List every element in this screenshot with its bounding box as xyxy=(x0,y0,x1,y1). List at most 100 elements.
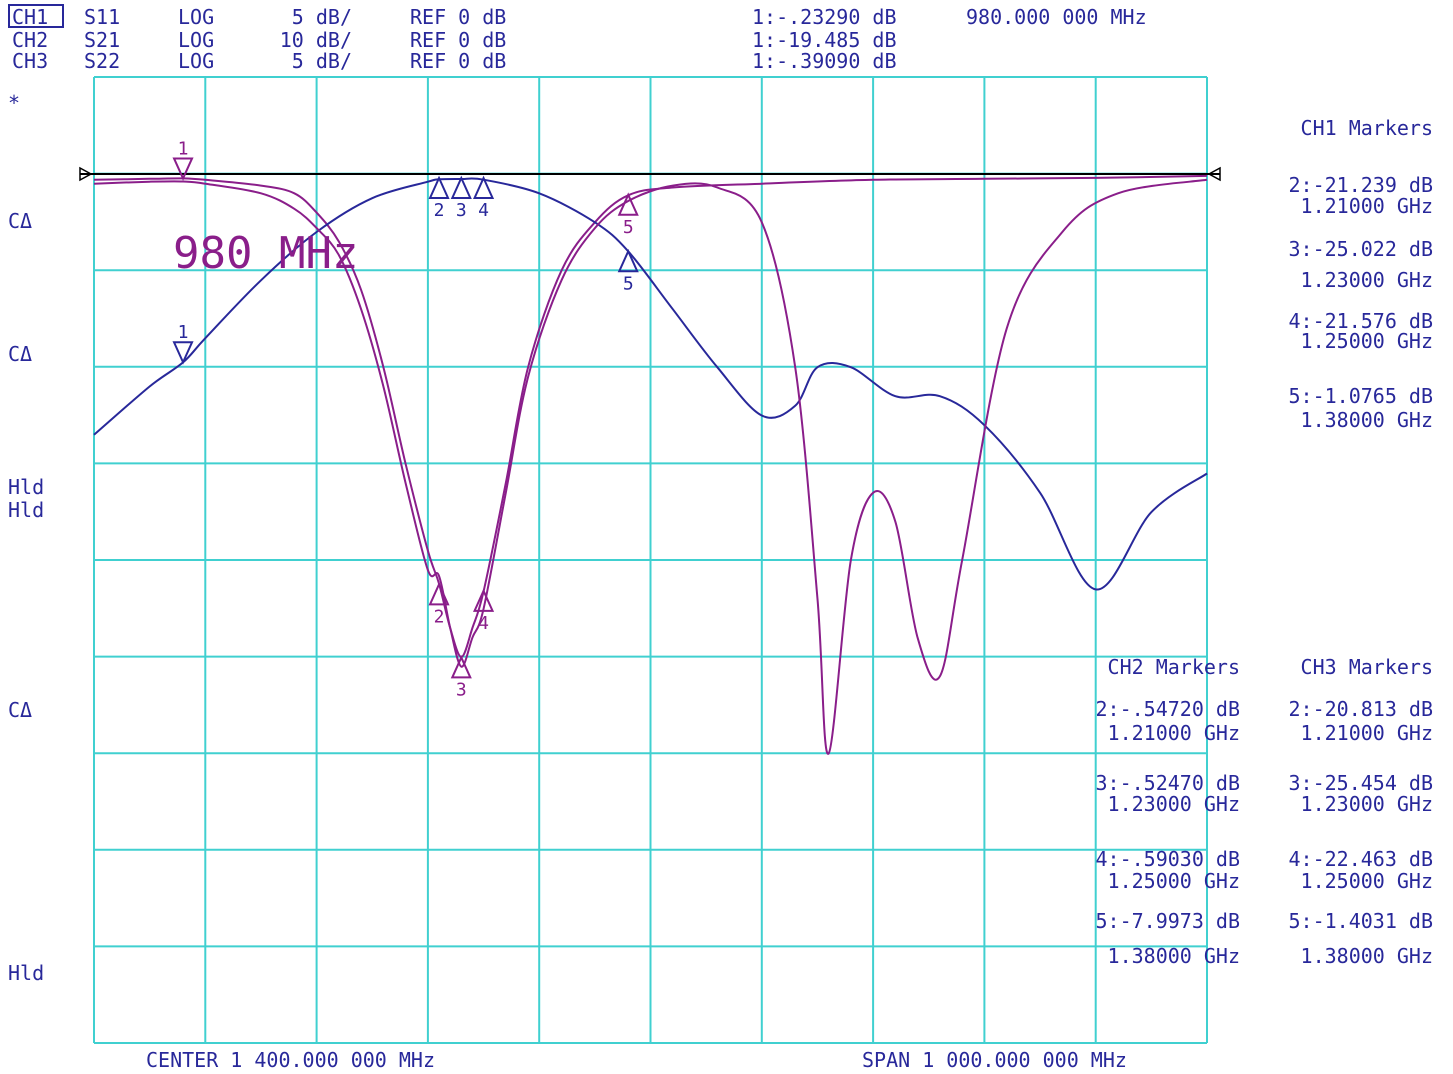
ch3-param: S22 xyxy=(84,49,120,73)
ch2-marker4-freq: 1.25000 GHz xyxy=(1108,869,1240,893)
marker-5-ch2-number: 5 xyxy=(623,273,634,294)
left-reference-arrow xyxy=(79,166,93,182)
ch3-marker3-freq: 1.23000 GHz xyxy=(1301,792,1433,816)
ch2-ref: REF 0 dB xyxy=(410,28,506,52)
frequency-annotation: 980 MHz xyxy=(173,228,358,279)
marker-3-ch2-triangle xyxy=(450,175,472,199)
marker-2-ch1-triangle xyxy=(428,581,450,606)
marker-1-ch1: 1 xyxy=(172,138,194,181)
marker-1-ch2: 1 xyxy=(172,322,194,365)
marker-4-ch2: 4 xyxy=(473,175,495,221)
left-annotations: * CΔ CΔ Hld Hld CΔ Hld xyxy=(8,91,44,985)
marker-2-ch2-triangle xyxy=(428,175,450,199)
marker-2-ch1: 2 xyxy=(428,581,450,627)
marker-3-ch1: 3 xyxy=(450,654,472,700)
footer: CENTER 1 400.000 000 MHz SPAN 1 000.000 … xyxy=(146,1048,1127,1072)
marker-4-ch1: 4 xyxy=(473,588,495,634)
marker-2-ch2-number: 2 xyxy=(434,200,445,221)
hld-annotation-2: Hld xyxy=(8,498,44,522)
ca-annotation-1: CΔ xyxy=(8,209,32,233)
ch2-param: S21 xyxy=(84,28,120,52)
active-channel-box xyxy=(8,4,64,28)
ch3-marker5-value: 5:-1.4031 dB xyxy=(1289,909,1434,933)
reference-line xyxy=(79,166,1221,182)
traces xyxy=(93,174,1208,755)
hld-annotation-1: Hld xyxy=(8,475,44,499)
marker-5-ch2: 5 xyxy=(617,248,639,294)
marker-4-ch1-triangle xyxy=(473,588,495,612)
ch2-markers-panel: CH2 Markers 2:-.54720 dB 1.21000 GHz 3:-… xyxy=(1096,655,1241,968)
ch1-marker4-freq: 1.25000 GHz xyxy=(1301,329,1433,353)
ch2-marker4-value: 4:-.59030 dB xyxy=(1096,847,1241,871)
ch3-ref: REF 0 dB xyxy=(410,49,506,73)
marker-5-ch1: 5 xyxy=(617,192,639,238)
ch1-markers-panel: CH1 Markers 2:-21.239 dB 1.21000 GHz 3:-… xyxy=(1289,116,1434,432)
ch2-marker3-value: 3:-.52470 dB xyxy=(1096,771,1241,795)
marker-5-ch1-triangle xyxy=(617,192,639,216)
ch3-scale: 5 dB/ xyxy=(292,49,352,73)
marker-3-ch1-number: 3 xyxy=(456,679,467,700)
ch2-scale: 10 dB/ xyxy=(280,28,352,52)
marker-1-ch2-triangle xyxy=(172,341,194,365)
trace-s21 xyxy=(93,177,1208,591)
trace-s22 xyxy=(93,178,1208,755)
ch3-marker2-value: 2:-20.813 dB xyxy=(1289,697,1434,721)
marker-4-ch2-triangle xyxy=(473,175,495,199)
ch3-markers-title: CH3 Markers xyxy=(1301,655,1433,679)
right-reference-arrow xyxy=(1207,166,1221,182)
ch3-marker4-value: 4:-22.463 dB xyxy=(1289,847,1434,871)
ch3-marker-readout: 1:-.39090 dB xyxy=(752,49,897,73)
ch1-marker2-freq: 1.21000 GHz xyxy=(1301,194,1433,218)
marker-1-ch2-number: 1 xyxy=(178,322,189,343)
ch1-marker3-freq: 1.23000 GHz xyxy=(1301,268,1433,292)
ch2-marker5-value: 5:-7.9973 dB xyxy=(1096,909,1241,933)
marker-3-ch1-triangle xyxy=(450,654,472,679)
ch1-marker3-value: 3:-25.022 dB xyxy=(1289,237,1434,261)
ch3-format: LOG xyxy=(178,49,214,73)
ch2-marker-readout: 1:-19.485 dB xyxy=(752,28,897,52)
ch3-marker4-freq: 1.25000 GHz xyxy=(1301,869,1433,893)
ch1-param: S11 xyxy=(84,5,120,29)
ch1-marker-readout: 1:-.23290 dB xyxy=(752,5,897,29)
center-frequency: CENTER 1 400.000 000 MHz xyxy=(146,1048,435,1072)
ch1-marker4-value: 4:-21.576 dB xyxy=(1289,309,1434,333)
span-frequency: SPAN 1 000.000 000 MHz xyxy=(862,1048,1127,1072)
header: CH1 S11 LOG 5 dB/ REF 0 dB 1:-.23290 dB … xyxy=(8,4,1147,73)
marker-4-ch1-number: 4 xyxy=(478,613,489,634)
marker-4-ch2-number: 4 xyxy=(478,200,489,221)
ch1-marker5-freq: 1.38000 GHz xyxy=(1301,408,1433,432)
marker-1-ch1-triangle xyxy=(172,157,194,181)
ch3-marker3-value: 3:-25.454 dB xyxy=(1289,771,1434,795)
ch1-ref: REF 0 dB xyxy=(410,5,506,29)
plot-grid xyxy=(93,76,1208,1044)
marker-5-ch2-triangle xyxy=(617,248,639,273)
ch2-markers-title: CH2 Markers xyxy=(1108,655,1240,679)
ch2-label: CH2 xyxy=(12,28,48,52)
ch2-marker3-freq: 1.23000 GHz xyxy=(1108,792,1240,816)
ch1-label: CH1 xyxy=(12,5,48,29)
marker-1-ch1-number: 1 xyxy=(178,138,189,159)
ch1-scale: 5 dB/ xyxy=(292,5,352,29)
ca-annotation-3: CΔ xyxy=(8,698,32,722)
ch2-marker2-value: 2:-.54720 dB xyxy=(1096,697,1241,721)
ch2-marker2-freq: 1.21000 GHz xyxy=(1108,721,1240,745)
marker-3-ch2-number: 3 xyxy=(456,200,467,221)
ch2-marker5-freq: 1.38000 GHz xyxy=(1108,944,1240,968)
marker-5-ch1-number: 5 xyxy=(623,217,634,238)
ch3-markers-panel: CH3 Markers 2:-20.813 dB 1.21000 GHz 3:-… xyxy=(1289,655,1434,968)
ch1-markers-title: CH1 Markers xyxy=(1301,116,1433,140)
ca-annotation-2: CΔ xyxy=(8,342,32,366)
ch3-label: CH3 xyxy=(12,49,48,73)
star-annotation: * xyxy=(8,91,20,115)
marker-2-ch1-number: 2 xyxy=(434,606,445,627)
ch1-format: LOG xyxy=(178,5,214,29)
ch2-format: LOG xyxy=(178,28,214,52)
trace-s11 xyxy=(93,174,1208,659)
ch1-marker5-value: 5:-1.0765 dB xyxy=(1289,384,1434,408)
marker1-frequency: 980.000 000 MHz xyxy=(966,5,1147,29)
ch3-marker5-freq: 1.38000 GHz xyxy=(1301,944,1433,968)
marker-2-ch2: 2 xyxy=(428,175,450,221)
marker-3-ch2: 3 xyxy=(450,175,472,221)
